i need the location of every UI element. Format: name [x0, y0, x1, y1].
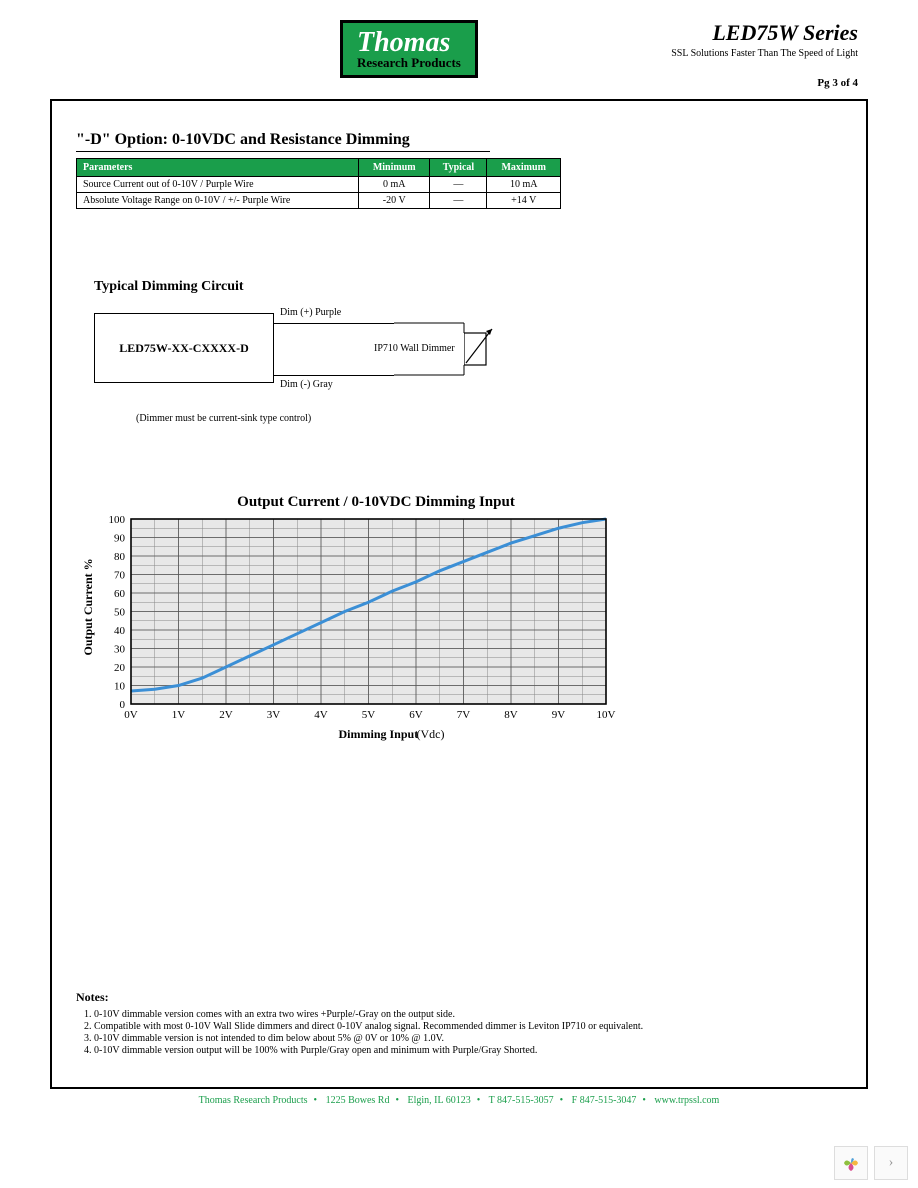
circuit-diagram: LED75W-XX-CXXXX-D Dim (+) Purple Dim (-)… [94, 301, 524, 411]
svg-text:5V: 5V [362, 709, 376, 721]
svg-text:0: 0 [120, 699, 126, 711]
dimmer-label: IP710 Wall Dimmer [374, 343, 455, 354]
table-row: Source Current out of 0-10V / Purple Wir… [77, 177, 561, 193]
svg-text:50: 50 [114, 607, 126, 619]
svg-text:Output Current %: Output Current % [81, 558, 95, 655]
th-typ: Typical [430, 159, 487, 177]
th-min: Minimum [359, 159, 430, 177]
svg-text:3V: 3V [267, 709, 281, 721]
th-max: Maximum [487, 159, 561, 177]
svg-text:8V: 8V [504, 709, 518, 721]
app-icon[interactable] [834, 1146, 868, 1180]
page-number: Pg 3 of 4 [671, 77, 858, 89]
svg-text:2V: 2V [219, 709, 233, 721]
wire-label-bot: Dim (-) Gray [280, 379, 333, 390]
logo: Thomas Research Products [340, 20, 478, 78]
svg-text:10: 10 [114, 681, 126, 693]
circuit-title: Typical Dimming Circuit [94, 279, 842, 295]
footer-fax: F 847-515-3047 [572, 1095, 637, 1106]
tagline: SSL Solutions Faster Than The Speed of L… [671, 48, 858, 59]
svg-text:80: 80 [114, 551, 126, 563]
note-item: 0-10V dimmable version comes with an ext… [94, 1009, 842, 1020]
viewer-controls: › [834, 1146, 908, 1180]
dimming-chart: Output Current / 0-10VDC Dimming Input 0… [76, 494, 842, 761]
table-row: Absolute Voltage Range on 0-10V / +/- Pu… [77, 193, 561, 209]
chevron-right-icon: › [889, 1155, 894, 1171]
content-frame: "-D" Option: 0-10VDC and Resistance Dimm… [50, 99, 868, 1089]
section-title: "-D" Option: 0-10VDC and Resistance Dimm… [76, 131, 490, 152]
wire-bot [274, 375, 394, 376]
svg-text:4V: 4V [314, 709, 328, 721]
svg-text:90: 90 [114, 533, 126, 545]
svg-text:9V: 9V [552, 709, 566, 721]
th-parameters: Parameters [77, 159, 359, 177]
wire-label-top: Dim (+) Purple [280, 307, 341, 318]
header-right: LED75W Series SSL Solutions Faster Than … [671, 20, 858, 89]
svg-text:70: 70 [114, 570, 126, 582]
note-item: 0-10V dimmable version output will be 10… [94, 1045, 842, 1056]
note-item: Compatible with most 0-10V Wall Slide di… [94, 1021, 842, 1032]
svg-text:7V: 7V [457, 709, 471, 721]
svg-text:20: 20 [114, 662, 126, 674]
page-header: Thomas Research Products LED75W Series S… [0, 0, 918, 89]
footer-web: www.trpssl.com [654, 1095, 719, 1106]
svg-text:60: 60 [114, 588, 126, 600]
wire-top [274, 323, 394, 324]
notes-list: 0-10V dimmable version comes with an ext… [76, 1009, 842, 1056]
svg-text:100: 100 [109, 514, 126, 526]
dimmer-icon [464, 319, 504, 379]
svg-text:6V: 6V [409, 709, 423, 721]
footer-tel: T 847-515-3057 [489, 1095, 554, 1106]
chart-title: Output Current / 0-10VDC Dimming Input [116, 494, 636, 511]
footer-address: 1225 Bowes Rd [326, 1095, 390, 1106]
svg-text:40: 40 [114, 625, 126, 637]
circuit-note: (Dimmer must be current-sink type contro… [136, 413, 842, 424]
svg-text:1V: 1V [172, 709, 186, 721]
chart-svg: 0V 1V 2V 3V 4V 5V 6V 7V 8V 9V 10V 0 10 20 30 40 50 60 70 80… [76, 511, 656, 761]
driver-box: LED75W-XX-CXXXX-D [94, 313, 274, 383]
notes-section: Notes: 0-10V dimmable version comes with… [76, 990, 842, 1057]
svg-text:30: 30 [114, 644, 126, 656]
parameters-table: Parameters Minimum Typical Maximum Sourc… [76, 158, 561, 209]
page-footer: Thomas Research Products• 1225 Bowes Rd•… [0, 1095, 918, 1106]
svg-text:Dimming Input: Dimming Input [339, 727, 419, 741]
note-item: 0-10V dimmable version is not intended t… [94, 1033, 842, 1044]
next-page-button[interactable]: › [874, 1146, 908, 1180]
footer-city: Elgin, IL 60123 [407, 1095, 470, 1106]
logo-line2: Research Products [357, 55, 461, 71]
svg-text:0V: 0V [124, 709, 138, 721]
series-title: LED75W Series [671, 20, 858, 46]
footer-company: Thomas Research Products [199, 1095, 308, 1106]
notes-title: Notes: [76, 990, 842, 1005]
svg-text:(Vdc): (Vdc) [417, 727, 445, 741]
svg-text:10V: 10V [597, 709, 616, 721]
